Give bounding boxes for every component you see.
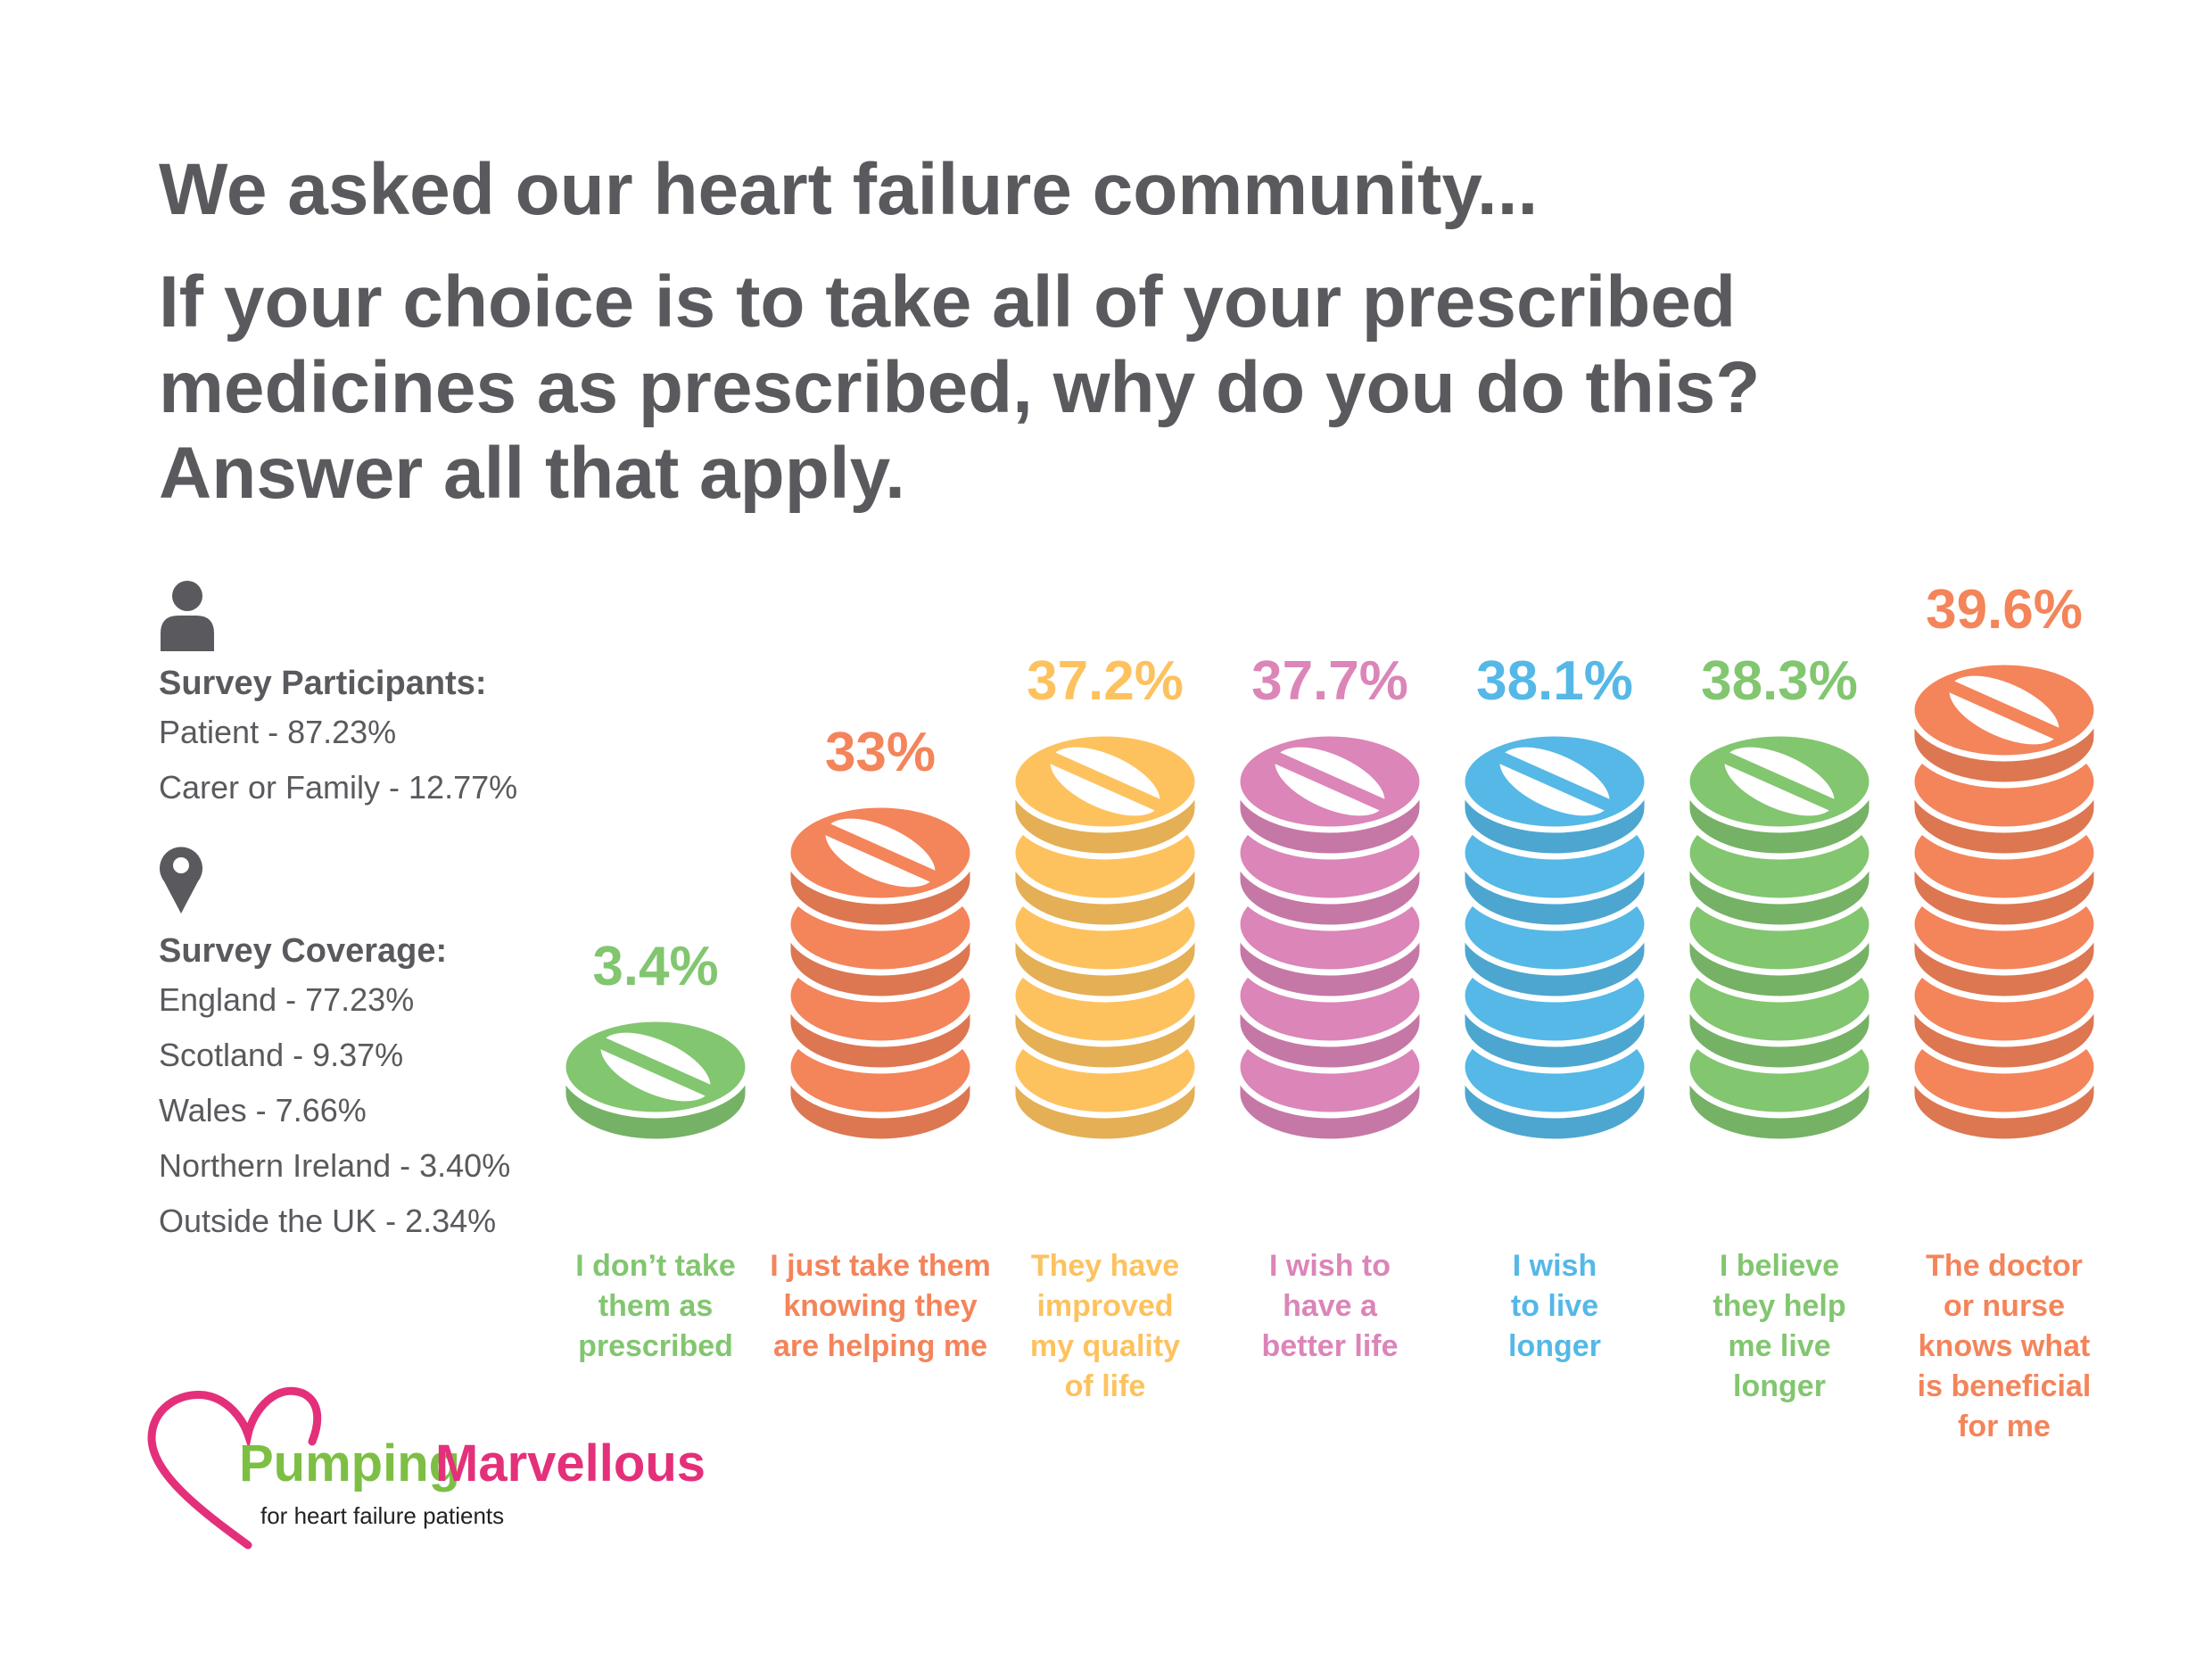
survey-sidebar: Survey Participants: Patient - 87.23% Ca… [159, 580, 587, 1249]
heading-intro: We asked our heart failure community... [159, 149, 1539, 230]
bar-6 [1908, 658, 2101, 1145]
category-label-line: I just take them [770, 1249, 991, 1283]
coverage-title: Survey Coverage: [159, 932, 448, 970]
pill-groove-line [1720, 750, 1839, 813]
category-label: I wish to have a better life [1261, 1249, 1398, 1363]
category-label-line: better life [1261, 1329, 1398, 1363]
category-label: The doctor or nurse knows what is beneficia… [1918, 1249, 2092, 1443]
pill-score-mark [1720, 747, 1839, 816]
pill-groove-line [1495, 750, 1614, 813]
value-label: 33% [825, 722, 936, 783]
bar-1 [784, 801, 977, 1145]
category-label: They have improved my quality of life [1030, 1249, 1180, 1403]
heading: We asked our heart failure community... … [159, 147, 2121, 517]
person-icon [161, 581, 214, 651]
pill-disc [559, 1015, 752, 1145]
pill-score-mark [1270, 747, 1390, 816]
heart-outline-icon [147, 1386, 322, 1550]
pill-disc [1908, 658, 2101, 789]
logo-tagline: for heart failure patients [260, 1502, 504, 1529]
pill-disc [1234, 730, 1426, 860]
pill-score-mark [1944, 675, 2064, 745]
pill-groove-line [821, 822, 940, 884]
category-label-line: improved [1036, 1289, 1173, 1323]
pill-score-mark [596, 1032, 715, 1102]
category-label-line: They have [1031, 1249, 1179, 1283]
category-label-line: I believe [1720, 1249, 1839, 1283]
category-label: I wish to live longer [1508, 1249, 1601, 1363]
pill-groove-line [1270, 750, 1390, 813]
category-label-line: I wish [1513, 1249, 1597, 1283]
bar-3 [1234, 730, 1426, 1145]
category-label-line: my quality [1030, 1329, 1180, 1363]
category-label-line: of life [1065, 1369, 1146, 1403]
category-label-line: to live [1511, 1289, 1598, 1323]
pill-disc [784, 801, 977, 931]
logo-word-marvellous: Marvellous [435, 1434, 706, 1492]
pill-disc [1009, 730, 1201, 860]
category-label-line: for me [1958, 1410, 2051, 1443]
value-label: 38.3% [1701, 650, 1858, 712]
coverage-item: Northern Ireland - 3.40% [159, 1147, 511, 1184]
participants-title: Survey Participants: [159, 665, 487, 702]
category-label-line: knows what [1919, 1329, 2091, 1363]
category-label: I believe they help me live longer [1713, 1249, 1845, 1403]
pill-groove-line [596, 1036, 715, 1098]
pill-score-mark [821, 818, 940, 888]
category-label-line: are helping me [773, 1329, 987, 1363]
coverage-list: England - 77.23% Scotland - 9.37% Wales … [159, 972, 587, 1249]
value-label: 3.4% [592, 936, 718, 997]
value-label: 37.2% [1027, 650, 1184, 712]
coverage-item: England - 77.23% [159, 981, 415, 1018]
category-label-line: them as [598, 1289, 714, 1323]
participant-item: Carer or Family - 12.77% [159, 769, 518, 806]
pill-disc [1683, 730, 1876, 860]
bar-5 [1683, 730, 1876, 1145]
category-label-line: I don’t take [575, 1249, 735, 1283]
pill-groove-line [1045, 750, 1165, 813]
value-label: 37.7% [1251, 650, 1408, 712]
category-label-line: me live [1728, 1329, 1830, 1363]
pill-score-mark [1045, 747, 1165, 816]
value-label: 38.1% [1476, 650, 1633, 712]
value-label: 39.6% [1926, 579, 2083, 641]
category-label-line: I wish to [1269, 1249, 1391, 1283]
category-label-line: prescribed [578, 1329, 733, 1363]
participant-item: Patient - 87.23% [159, 714, 397, 750]
coverage-item: Wales - 7.66% [159, 1092, 367, 1128]
bar-4 [1458, 730, 1651, 1145]
coverage-item: Scotland - 9.37% [159, 1037, 404, 1073]
survey-question: If your choice is to take all of your pr… [159, 261, 1761, 514]
category-label-line: longer [1508, 1329, 1601, 1363]
category-label-line: they help [1713, 1289, 1845, 1323]
category-label: I just take them knowing they are helping … [770, 1249, 991, 1363]
pumping-marvellous-logo: Pumping Marvellous for heart failure pat… [147, 1386, 706, 1550]
pill-disc [1458, 730, 1651, 860]
location-pin-icon [160, 847, 202, 914]
category-label-line: is beneficial [1918, 1369, 2092, 1403]
logo-word-pumping: Pumping [239, 1434, 460, 1492]
category-label: I don’t take them as prescribed [575, 1249, 735, 1363]
category-label-line: knowing they [783, 1289, 977, 1323]
category-label-line: have a [1283, 1289, 1378, 1323]
participants-list: Patient - 87.23% Carer or Family - 12.77… [159, 705, 587, 815]
bar-0 [559, 1015, 752, 1145]
pill-groove-line [1944, 679, 2064, 741]
category-label-line: or nurse [1944, 1289, 2065, 1323]
category-label-line: The doctor [1926, 1249, 2083, 1283]
category-label-line: longer [1733, 1369, 1826, 1403]
coverage-item: Outside the UK - 2.34% [159, 1203, 497, 1239]
bar-2 [1009, 730, 1201, 1145]
pill-score-mark [1495, 747, 1614, 816]
